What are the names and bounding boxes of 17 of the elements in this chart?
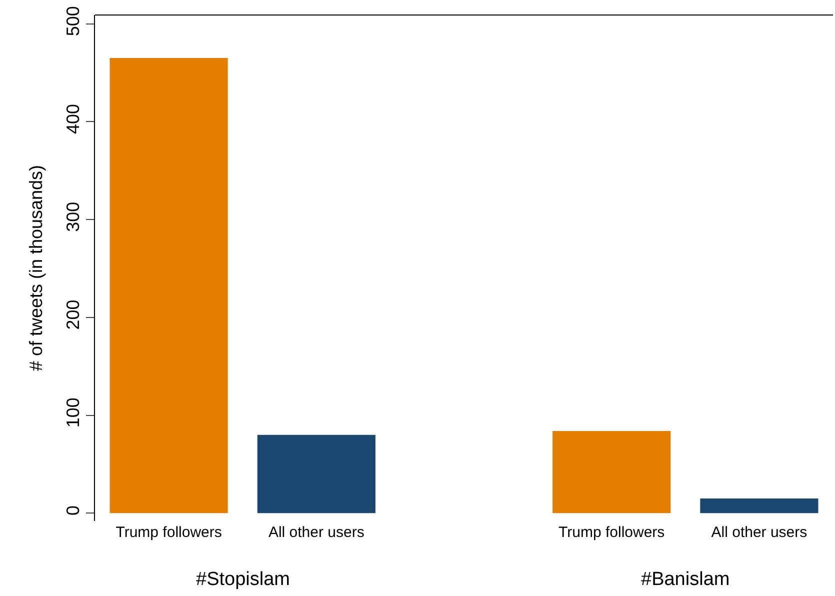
y-tick-label: 500 bbox=[62, 6, 83, 36]
y-axis-title: # of tweets (in thousands) bbox=[26, 164, 46, 372]
x-tick-label: All other users bbox=[711, 524, 808, 541]
text: #Stopislam bbox=[196, 569, 290, 590]
y-tick-label: 400 bbox=[62, 104, 83, 134]
bar bbox=[257, 434, 376, 514]
y-tick-label: 100 bbox=[62, 398, 83, 428]
bar bbox=[110, 58, 228, 514]
x-tick-label: All other users bbox=[268, 524, 364, 541]
bar bbox=[700, 498, 818, 514]
y-tick-label: 0 bbox=[62, 505, 83, 516]
x-tick-label: Trump followers bbox=[116, 524, 222, 541]
text: #Banislam bbox=[641, 569, 730, 590]
y-tick-label: 200 bbox=[62, 300, 83, 330]
x-tick-label: Trump followers bbox=[558, 524, 665, 541]
y-tick-label: 300 bbox=[62, 202, 83, 232]
bar bbox=[552, 430, 671, 514]
